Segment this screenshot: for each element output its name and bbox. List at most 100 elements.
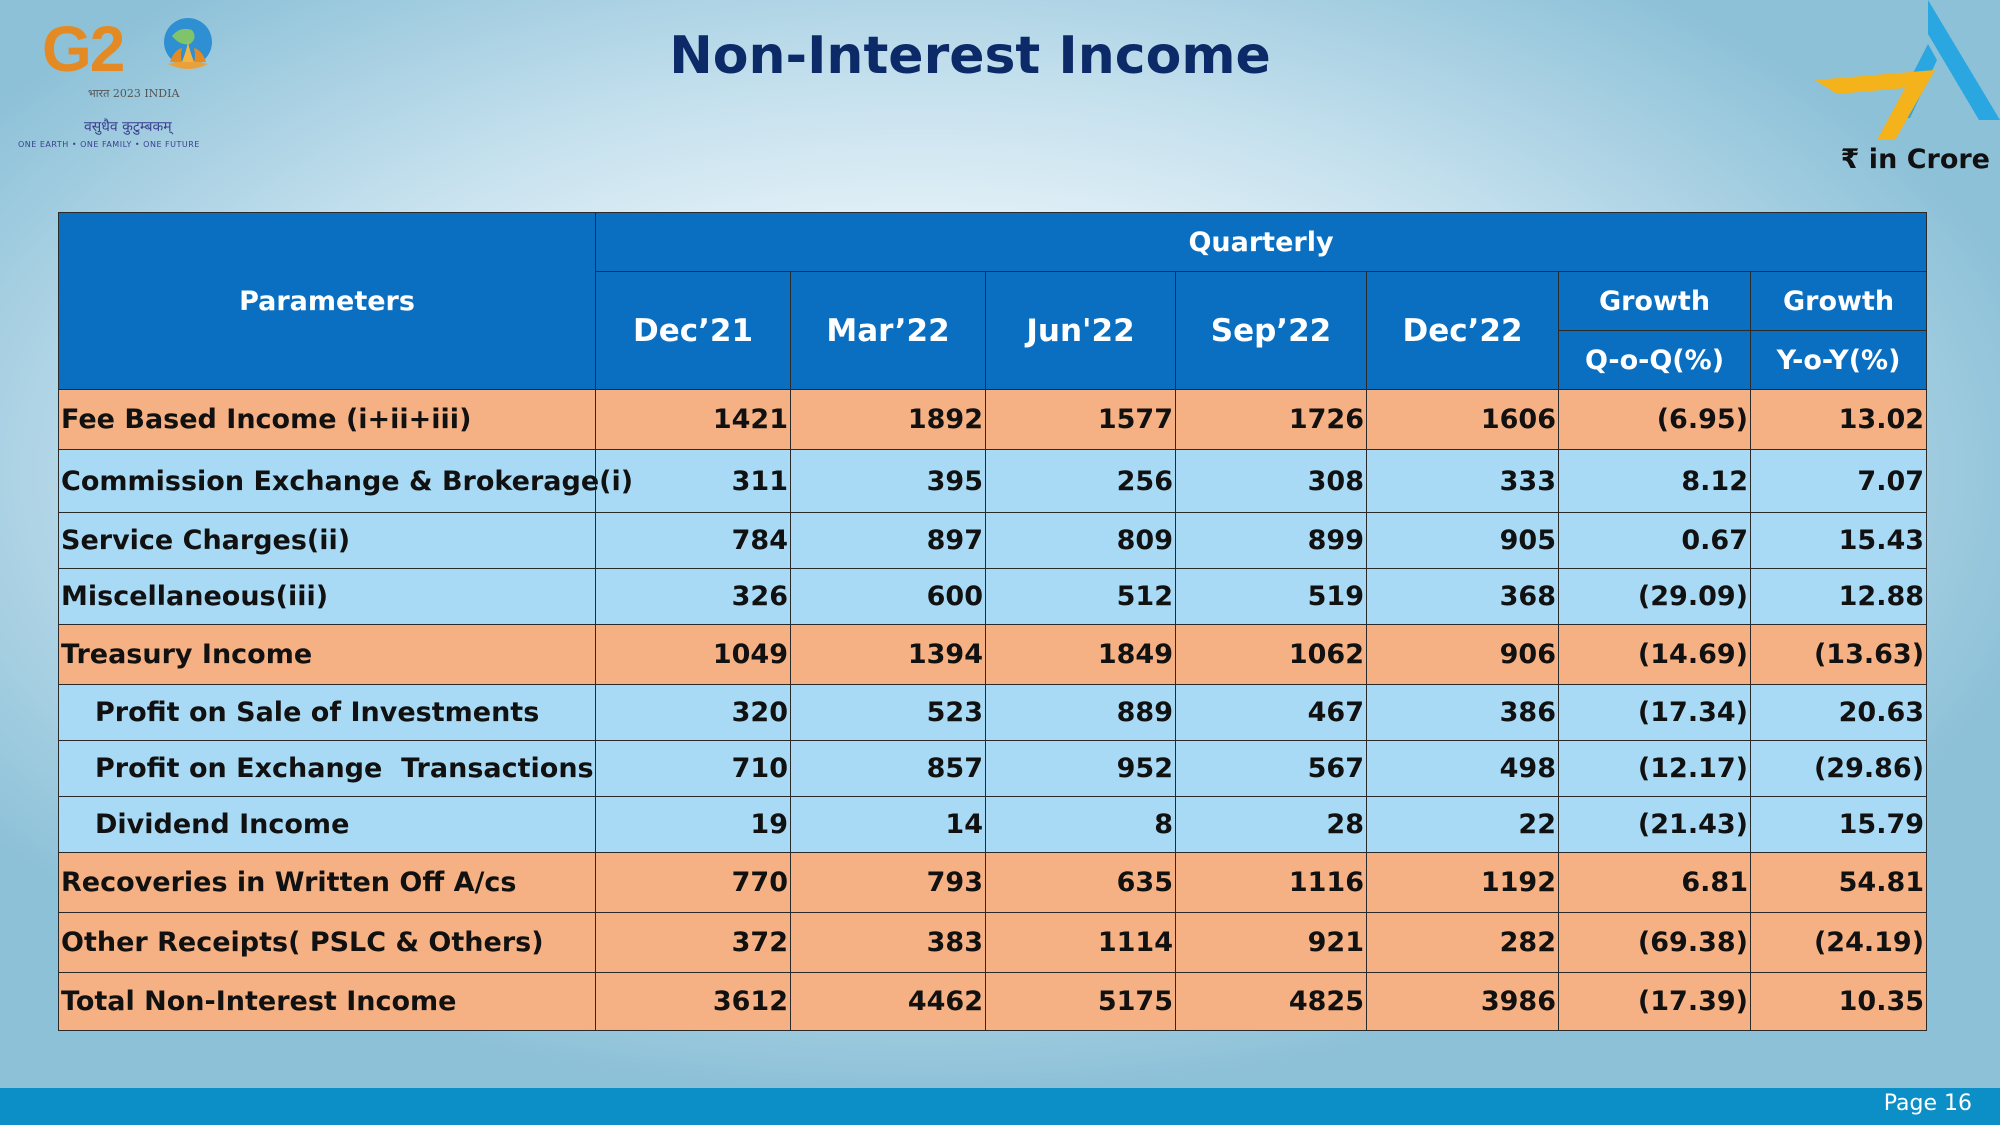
cell-value: 952 <box>985 740 1176 797</box>
cell-value: 386 <box>1366 684 1559 741</box>
cell-value: 1192 <box>1366 852 1559 913</box>
cell-value: 3612 <box>595 972 791 1031</box>
cell-yoy: (29.86) <box>1749 740 1928 797</box>
cell-value: 710 <box>595 740 791 797</box>
cell-value: 906 <box>1366 624 1559 685</box>
cell-qoq: (69.38) <box>1558 912 1751 973</box>
cell-value: 256 <box>985 449 1176 513</box>
cell-value: 1726 <box>1175 389 1367 450</box>
cell-value: 905 <box>1366 512 1559 569</box>
cell-value: 1892 <box>790 389 986 450</box>
qoq-header: Q-o-Q(%) <box>1558 330 1751 390</box>
cell-value: 809 <box>985 512 1176 569</box>
cell-qoq: (14.69) <box>1558 624 1751 685</box>
cell-yoy: 12.88 <box>1749 568 1928 625</box>
row-label: Miscellaneous(iii) <box>58 568 596 625</box>
cell-value: 320 <box>595 684 791 741</box>
cell-value: 635 <box>985 852 1176 913</box>
cell-value: 897 <box>790 512 986 569</box>
cell-qoq: (17.34) <box>1558 684 1751 741</box>
cell-value: 498 <box>1366 740 1559 797</box>
cell-value: 1116 <box>1175 852 1367 913</box>
g20-wordmark: G2 <box>42 13 125 85</box>
cell-yoy: (13.63) <box>1749 624 1928 685</box>
growth-qoq-header: Growth <box>1558 271 1751 331</box>
cell-value: 19 <box>595 796 791 853</box>
g20-motto-english: ONE EARTH • ONE FAMILY • ONE FUTURE <box>18 140 200 149</box>
table-row: Treasury Income 1049 1394 1849 1062 906 … <box>58 624 1928 685</box>
globe-lotus-icon <box>164 18 212 69</box>
non-interest-income-table: Parameters Quarterly Dec’21 Mar’22 Jun'2… <box>58 212 1928 1031</box>
period-header: Dec’22 <box>1366 271 1559 390</box>
quarterly-header: Quarterly <box>594 212 1928 272</box>
unit-label: ₹ in Crore <box>1840 144 1990 175</box>
cell-value: 770 <box>595 852 791 913</box>
cell-value: 22 <box>1366 796 1559 853</box>
period-header: Mar’22 <box>790 271 986 390</box>
cell-value: 368 <box>1366 568 1559 625</box>
table-row: Recoveries in Written Off A/cs 770 793 6… <box>58 852 1928 913</box>
cell-value: 793 <box>790 852 986 913</box>
cell-value: 14 <box>790 796 986 853</box>
cell-yoy: 13.02 <box>1749 389 1928 450</box>
cell-value: 1114 <box>985 912 1176 973</box>
period-header: Jun'22 <box>985 271 1176 390</box>
cell-yoy: 7.07 <box>1749 449 1928 513</box>
bank-logo-icon <box>1815 0 2000 140</box>
row-label: Service Charges(ii) <box>58 512 596 569</box>
row-label: Profit on Exchange Transactions <box>58 740 596 797</box>
cell-value: 889 <box>985 684 1176 741</box>
row-label: Commission Exchange & Brokerage(i) <box>58 449 633 513</box>
cell-value: 4825 <box>1175 972 1367 1031</box>
cell-qoq: 0.67 <box>1558 512 1751 569</box>
cell-value: 1849 <box>985 624 1176 685</box>
g20-logo: G2 भारत 2023 INDIA वसुधैव कुटुम्बकम् ONE… <box>18 12 268 154</box>
row-label: Other Receipts( PSLC & Others) <box>58 912 596 973</box>
page-title: Non-Interest Income <box>669 26 1271 86</box>
cell-value: 311 <box>595 449 791 513</box>
cell-value: 1577 <box>985 389 1176 450</box>
cell-yoy: 20.63 <box>1749 684 1928 741</box>
cell-value: 308 <box>1175 449 1367 513</box>
cell-yoy: 54.81 <box>1749 852 1928 913</box>
cell-value: 395 <box>790 449 986 513</box>
cell-qoq: (21.43) <box>1558 796 1751 853</box>
period-header: Dec’21 <box>595 271 791 390</box>
cell-value: 857 <box>790 740 986 797</box>
cell-value: 1062 <box>1175 624 1367 685</box>
cell-value: 784 <box>595 512 791 569</box>
period-header: Sep’22 <box>1175 271 1367 390</box>
cell-qoq: (17.39) <box>1558 972 1751 1031</box>
growth-yoy-header: Growth <box>1749 271 1928 331</box>
table-row: Fee Based Income (i+ii+iii) 1421 1892 15… <box>58 389 1928 450</box>
cell-value: 921 <box>1175 912 1367 973</box>
cell-qoq: (12.17) <box>1558 740 1751 797</box>
table-row: Service Charges(ii) 784 897 809 899 905 … <box>58 512 1928 569</box>
cell-value: 372 <box>595 912 791 973</box>
cell-value: 383 <box>790 912 986 973</box>
cell-value: 1421 <box>595 389 791 450</box>
table-row: Dividend Income 19 14 8 28 22 (21.43) 15… <box>58 796 1928 853</box>
cell-yoy: 15.79 <box>1749 796 1928 853</box>
cell-qoq: 8.12 <box>1558 449 1751 513</box>
cell-value: 1606 <box>1366 389 1559 450</box>
cell-yoy: (24.19) <box>1749 912 1928 973</box>
cell-value: 8 <box>985 796 1176 853</box>
cell-qoq: (29.09) <box>1558 568 1751 625</box>
cell-value: 5175 <box>985 972 1176 1031</box>
g20-motto-hindi: वसुधैव कुटुम्बकम् <box>84 119 172 135</box>
row-label: Fee Based Income (i+ii+iii) <box>58 389 596 450</box>
cell-qoq: (6.95) <box>1558 389 1751 450</box>
cell-value: 467 <box>1175 684 1367 741</box>
row-label: Treasury Income <box>58 624 596 685</box>
cell-value: 28 <box>1175 796 1367 853</box>
footer-bar: Page 16 <box>0 1088 2000 1125</box>
table-row: Profit on Sale of Investments 320 523 88… <box>58 684 1928 741</box>
cell-qoq: 6.81 <box>1558 852 1751 913</box>
table-row: Commission Exchange & Brokerage(i) 311 3… <box>58 449 1928 513</box>
cell-value: 326 <box>595 568 791 625</box>
cell-value: 512 <box>985 568 1176 625</box>
cell-yoy: 10.35 <box>1749 972 1928 1031</box>
row-label: Total Non-Interest Income <box>58 972 596 1031</box>
table-row: Profit on Exchange Transactions 710 857 … <box>58 740 1928 797</box>
